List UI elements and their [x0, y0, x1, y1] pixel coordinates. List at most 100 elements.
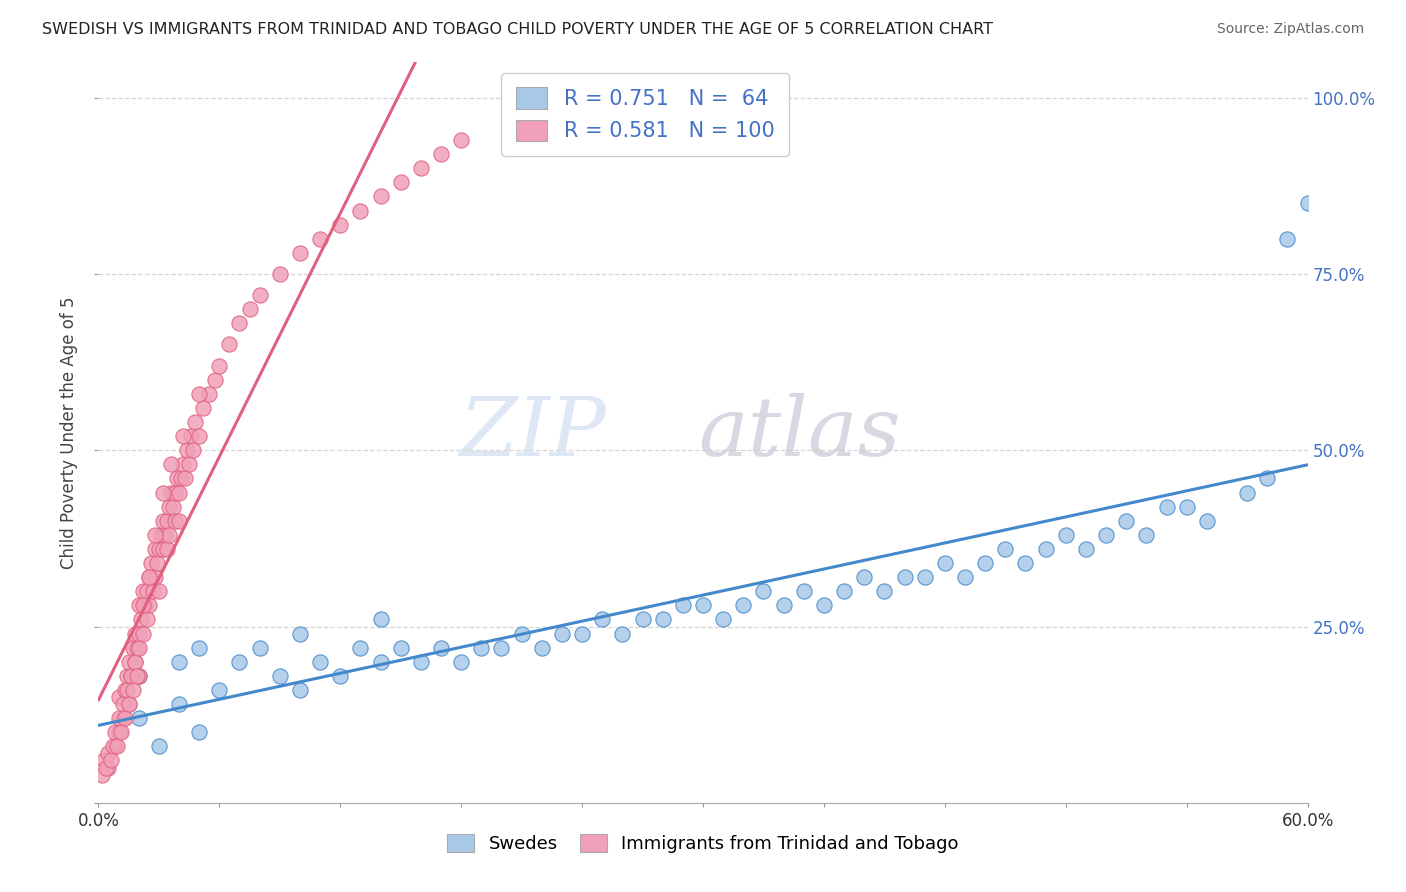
Point: [128, 599, 150, 613]
Point: [491, 640, 513, 655]
Point: [114, 683, 136, 698]
Point: [733, 599, 755, 613]
Point: [752, 584, 775, 599]
Point: [167, 485, 190, 500]
Point: [97, 760, 120, 774]
Point: [135, 584, 157, 599]
Point: [152, 485, 174, 500]
Point: [118, 697, 141, 711]
Point: [309, 655, 332, 669]
Point: [1115, 514, 1137, 528]
Point: [128, 669, 150, 683]
Point: [571, 626, 593, 640]
Point: [198, 387, 221, 401]
Point: [115, 683, 138, 698]
Point: [239, 302, 262, 317]
Point: [269, 267, 291, 281]
Point: [132, 584, 155, 599]
Point: [349, 640, 371, 655]
Point: [129, 612, 152, 626]
Point: [793, 584, 815, 599]
Point: [832, 584, 855, 599]
Point: [163, 514, 186, 528]
Y-axis label: Child Poverty Under the Age of 5: Child Poverty Under the Age of 5: [60, 296, 79, 569]
Point: [1195, 514, 1218, 528]
Point: [156, 514, 179, 528]
Point: [651, 612, 673, 626]
Point: [162, 500, 184, 514]
Point: [329, 218, 352, 232]
Point: [128, 711, 150, 725]
Point: [409, 161, 432, 176]
Point: [1095, 528, 1118, 542]
Point: [146, 556, 169, 570]
Point: [409, 655, 432, 669]
Point: [143, 570, 166, 584]
Point: [853, 570, 876, 584]
Point: [160, 458, 183, 472]
Point: [143, 528, 166, 542]
Point: [370, 189, 392, 203]
Point: [167, 514, 190, 528]
Point: [142, 584, 165, 599]
Text: Source: ZipAtlas.com: Source: ZipAtlas.com: [1216, 22, 1364, 37]
Point: [103, 739, 125, 754]
Point: [121, 640, 143, 655]
Point: [138, 570, 160, 584]
Point: [228, 316, 250, 330]
Point: [111, 697, 134, 711]
Point: [125, 669, 148, 683]
Point: [128, 669, 150, 683]
Point: [107, 725, 129, 739]
Point: [309, 232, 332, 246]
Point: [124, 626, 146, 640]
Point: [118, 697, 141, 711]
Point: [179, 458, 201, 472]
Point: [188, 725, 211, 739]
Point: [934, 556, 956, 570]
Point: [148, 739, 170, 754]
Point: [914, 570, 936, 584]
Point: [174, 471, 197, 485]
Point: [269, 669, 291, 683]
Point: [143, 541, 166, 556]
Point: [288, 683, 311, 698]
Point: [692, 599, 714, 613]
Point: [1256, 471, 1278, 485]
Point: [128, 626, 150, 640]
Point: [105, 739, 128, 754]
Point: [208, 359, 231, 373]
Point: [148, 584, 170, 599]
Text: SWEDISH VS IMMIGRANTS FROM TRINIDAD AND TOBAGO CHILD POVERTY UNDER THE AGE OF 5 : SWEDISH VS IMMIGRANTS FROM TRINIDAD AND …: [42, 22, 993, 37]
Point: [138, 570, 160, 584]
Point: [974, 556, 997, 570]
Point: [157, 500, 180, 514]
Point: [134, 599, 156, 613]
Point: [96, 760, 118, 774]
Point: [430, 147, 453, 161]
Point: [370, 655, 392, 669]
Point: [349, 203, 371, 218]
Point: [389, 640, 412, 655]
Point: [188, 640, 211, 655]
Point: [1156, 500, 1178, 514]
Point: [152, 514, 174, 528]
Point: [188, 387, 211, 401]
Point: [163, 485, 186, 500]
Point: [772, 599, 794, 613]
Point: [148, 541, 170, 556]
Point: [193, 401, 215, 415]
Point: [172, 458, 194, 472]
Point: [124, 655, 146, 669]
Point: [389, 175, 412, 189]
Point: [132, 599, 155, 613]
Point: [249, 640, 271, 655]
Point: [120, 669, 142, 683]
Point: [1236, 485, 1258, 500]
Point: [208, 683, 231, 698]
Point: [128, 640, 150, 655]
Point: [149, 528, 172, 542]
Point: [612, 626, 634, 640]
Point: [1296, 196, 1319, 211]
Point: [97, 747, 120, 761]
